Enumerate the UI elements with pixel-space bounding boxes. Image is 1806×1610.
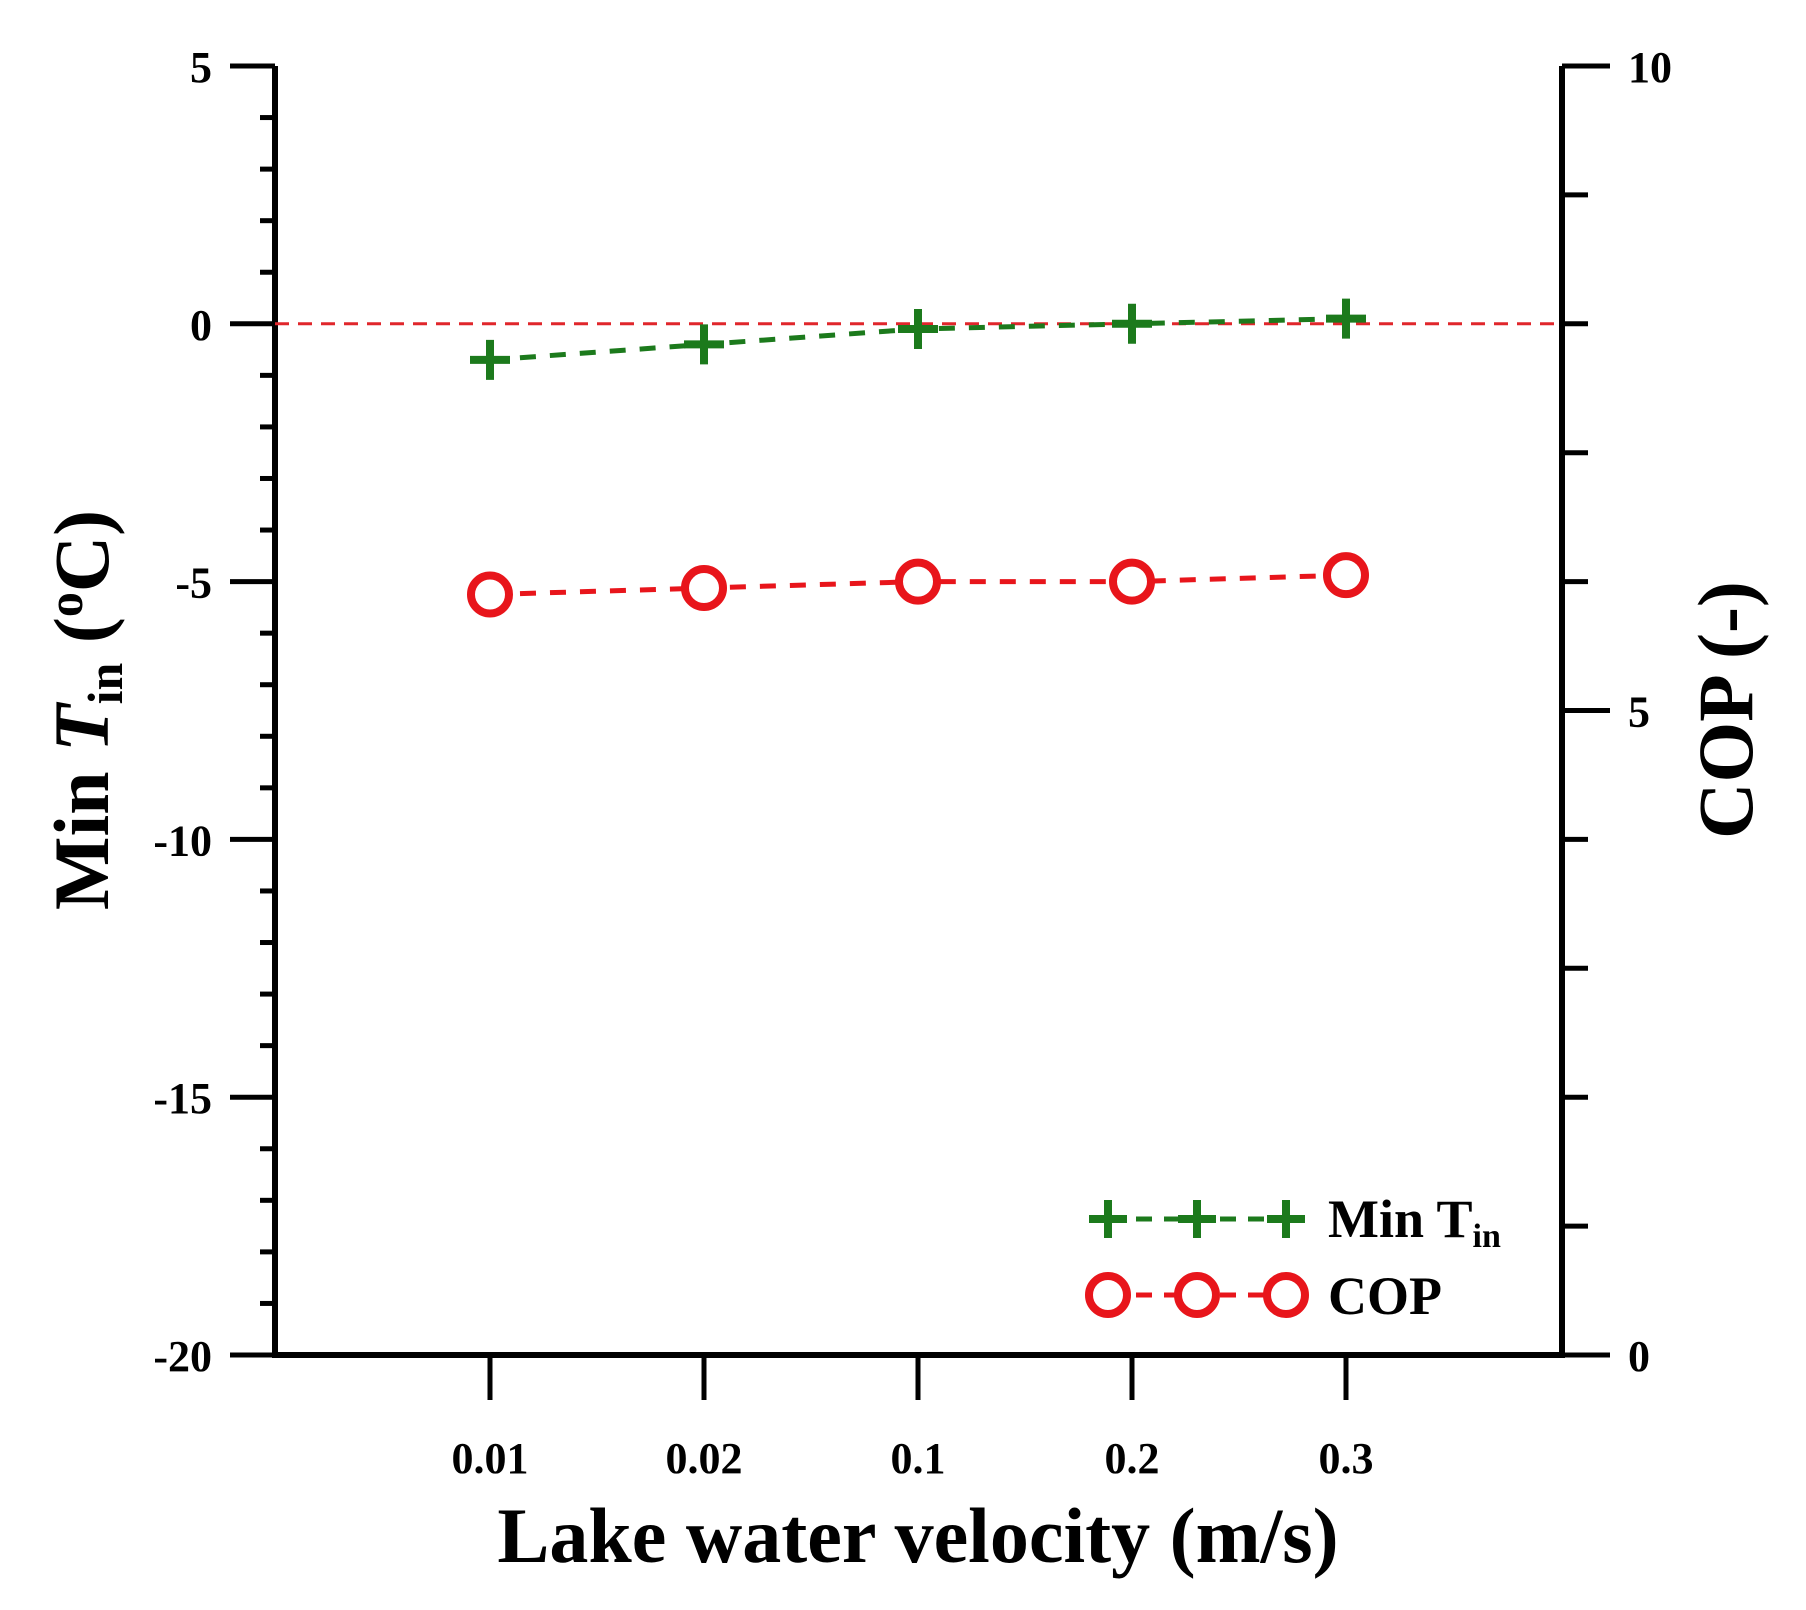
right-tick-label: 0 [1628,1332,1650,1381]
right-axis-title: COP (-) [1682,581,1769,839]
point-min-t [898,308,938,349]
x-axis-ticks: 0.01 0.02 0.1 0.2 0.3 [452,1355,1374,1483]
left-tick-label: -20 [153,1332,212,1381]
left-tick-label: -15 [153,1074,212,1123]
left-axis-title: Min Tin (oC) [37,510,133,910]
point-cop [895,558,941,605]
x-tick-label: 0.3 [1319,1434,1374,1483]
left-axis-ticks: 5 0 -5 -10 -15 -20 [153,43,275,1381]
legend-min-tin-marker-1 [1089,1200,1127,1238]
series-layer [467,298,1369,618]
legend-min-tin-marker-2 [1178,1200,1216,1238]
left-tick-label: -5 [175,559,212,608]
point-min-t [1112,303,1152,344]
right-tick-label: 10 [1628,43,1672,92]
legend-cop-marker-2 [1174,1272,1220,1318]
left-tick-label: -10 [153,816,212,865]
point-cop [1323,552,1369,599]
point-min-t [1326,298,1366,339]
x-axis-title: Lake water velocity (m/s) [497,1492,1338,1579]
right-tick-label: 5 [1628,688,1650,737]
x-tick-label: 0.2 [1105,1434,1160,1483]
point-min-t [470,339,510,380]
legend-cop-label: COP [1328,1266,1442,1326]
x-tick-label: 0.02 [666,1434,743,1483]
point-min-t [684,324,724,365]
left-tick-label: 5 [190,43,212,92]
point-cop [681,565,727,612]
left-tick-label: 0 [190,301,212,350]
legend: Min Tin COP [1085,1189,1501,1326]
x-tick-label: 0.1 [891,1434,946,1483]
legend-min-tin-label: Min Tin [1328,1189,1501,1255]
legend-min-tin-marker-3 [1267,1200,1305,1238]
x-tick-label: 0.01 [452,1434,529,1483]
point-cop [1109,558,1155,605]
legend-cop-marker-1 [1085,1272,1131,1318]
legend-cop-marker-3 [1263,1272,1309,1318]
right-axis-ticks: 10 5 0 [1562,43,1672,1381]
point-cop [467,571,513,618]
